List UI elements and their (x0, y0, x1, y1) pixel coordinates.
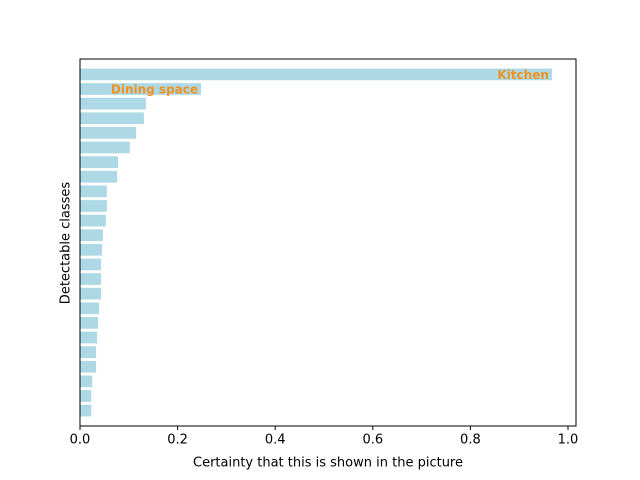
bar (80, 302, 100, 315)
bar (80, 346, 97, 358)
bar (80, 375, 93, 388)
bar (80, 360, 97, 373)
bar (80, 127, 137, 139)
bar (80, 390, 92, 402)
bar (80, 141, 130, 154)
bar (80, 229, 103, 242)
x-tick-label: 1.0 (558, 433, 579, 448)
bar (80, 68, 552, 81)
bar (80, 83, 202, 95)
bar (80, 273, 101, 285)
y-axis-label: Detectable classes (59, 182, 74, 305)
bar (80, 200, 107, 212)
x-axis-label: Certainty that this is shown in the pict… (193, 456, 463, 471)
x-tick-label: 0.2 (167, 433, 188, 448)
bar (80, 97, 146, 110)
bar (80, 170, 118, 183)
bar (80, 243, 102, 256)
plot-frame (79, 58, 577, 427)
bar (80, 331, 98, 344)
x-tick-label: 0.0 (70, 433, 91, 448)
bar (80, 258, 101, 271)
bar (80, 185, 107, 198)
bar (80, 287, 101, 300)
bar (80, 112, 144, 125)
bar-label: Dining space (111, 83, 198, 97)
bar (80, 214, 106, 227)
bar (80, 404, 92, 417)
x-tick-label: 0.6 (362, 433, 383, 448)
bar-label: Kitchen (497, 68, 549, 82)
bar (80, 156, 119, 168)
x-tick-label: 0.8 (460, 433, 481, 448)
x-tick-label: 0.4 (265, 433, 286, 448)
bar (80, 317, 99, 329)
